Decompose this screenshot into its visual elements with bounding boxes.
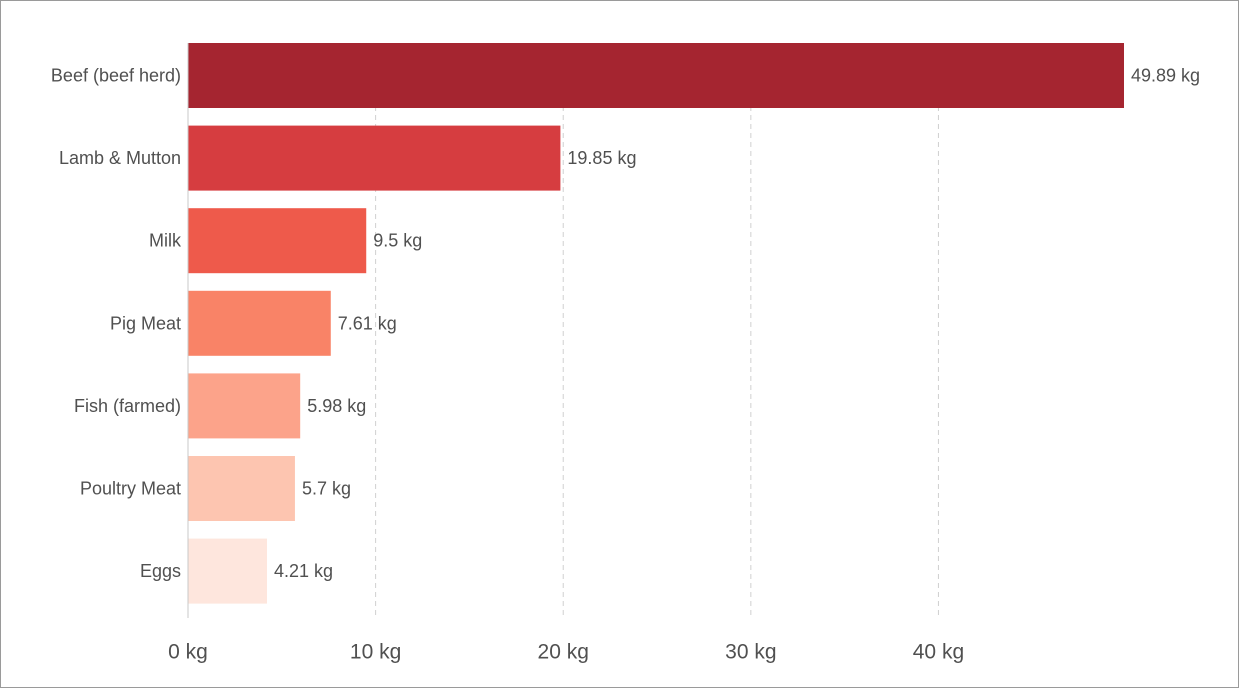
value-label-milk: 9.5 kg [373,231,422,251]
value-label-fish-farmed: 5.98 kg [307,396,366,416]
value-label-eggs: 4.21 kg [274,561,333,581]
bar-pig-meat [188,290,331,356]
category-label-beef-beef-herd: Beef (beef herd) [51,66,181,86]
bar-poultry-meat [188,456,295,521]
category-label-eggs: Eggs [140,561,181,581]
bar-lamb-mutton [188,125,561,191]
value-label-beef-beef-herd: 49.89 kg [1131,66,1200,86]
category-label-lamb-mutton: Lamb & Mutton [59,148,181,168]
bar-fish-farmed [188,373,301,439]
category-label-poultry-meat: Poultry Meat [80,479,181,499]
bar-milk [188,208,367,274]
x-tick-label-40: 40 kg [913,641,964,664]
value-label-pig-meat: 7.61 kg [338,313,397,333]
value-label-lamb-mutton: 19.85 kg [567,148,636,168]
x-tick-label-0: 0 kg [168,641,208,664]
category-labels: Beef (beef herd) Lamb & Mutton Milk Pig Mea… [51,66,182,582]
category-label-milk: Milk [149,231,182,251]
value-labels: 49.89 kg 19.85 kg 9.5 kg 7.61 kg 5.98 kg 5.7 … [274,66,1200,582]
value-label-poultry-meat: 5.7 kg [302,479,351,499]
x-tick-label-30: 30 kg [725,641,776,664]
gridlines [375,43,939,618]
x-tick-label-20: 20 kg [538,641,589,664]
x-tick-label-10: 10 kg [350,641,401,664]
category-label-fish-farmed: Fish (farmed) [74,396,181,416]
x-tick-labels: 0 kg 10 kg 20 kg 30 kg 40 kg [168,641,964,664]
bars [188,43,1124,604]
category-label-pig-meat: Pig Meat [110,313,181,333]
bar-eggs [188,538,267,604]
bar-beef-beef-herd [188,43,1124,108]
